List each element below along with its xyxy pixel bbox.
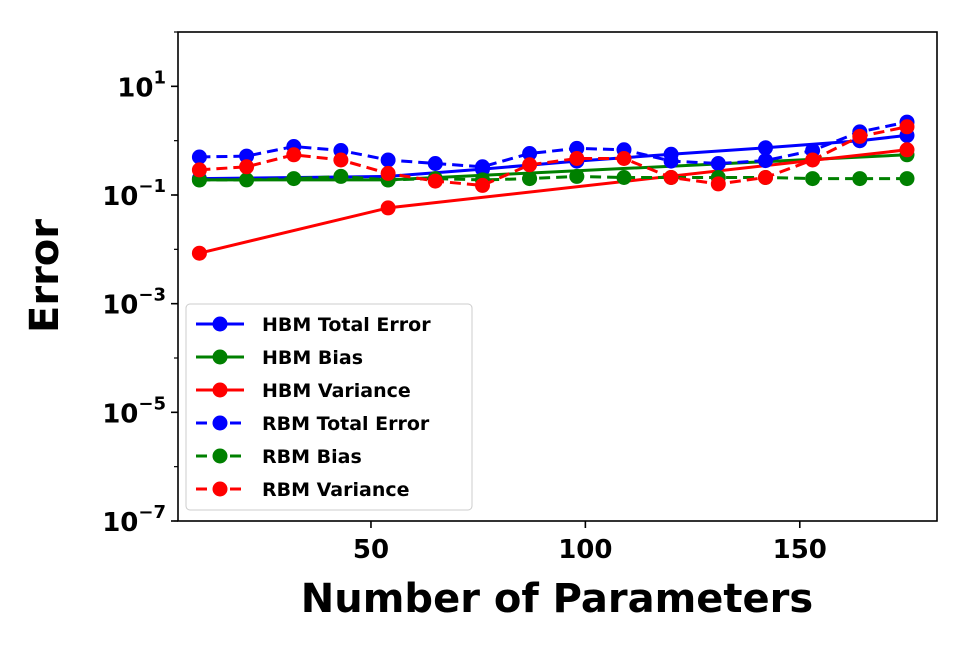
series-layer — [191, 114, 915, 261]
data-point — [616, 151, 632, 166]
data-point — [333, 168, 349, 184]
data-point — [899, 119, 915, 135]
legend-marker — [212, 448, 228, 464]
data-point — [805, 171, 821, 187]
y-tick-label: 10−5 — [102, 393, 166, 429]
legend-entry: HBM Variance — [196, 380, 411, 402]
series-hbm-variance — [191, 142, 915, 261]
series-rbm-variance — [191, 119, 915, 193]
y-tick-label: 10−1 — [102, 176, 166, 212]
data-point — [899, 171, 915, 187]
data-point — [286, 171, 302, 187]
data-point — [899, 142, 915, 158]
y-tick-exponent: 1 — [153, 67, 166, 88]
data-point — [663, 170, 679, 185]
data-point — [569, 151, 585, 166]
data-point — [427, 173, 443, 189]
x-axis-ticks: 50 100 150 — [353, 521, 827, 565]
legend-entry: HBM Bias — [196, 347, 363, 369]
legend-entry: HBM Total Error — [196, 314, 431, 336]
data-point — [852, 171, 868, 187]
legend-label: RBM Variance — [262, 479, 410, 501]
legend-entry: RBM Bias — [196, 446, 362, 468]
legend-marker — [212, 382, 228, 398]
data-point — [852, 128, 868, 144]
data-point — [522, 146, 538, 161]
data-point — [758, 170, 773, 185]
legend-marker — [212, 316, 228, 332]
y-tick-base: 10 — [102, 291, 138, 321]
legend-label: HBM Bias — [262, 347, 363, 369]
x-tick-label: 100 — [558, 535, 612, 565]
data-point — [522, 171, 538, 187]
series-line — [199, 125, 908, 187]
data-point — [663, 153, 679, 169]
y-tick-base: 10 — [102, 182, 138, 212]
legend-label: HBM Variance — [262, 380, 411, 402]
y-tick-exponent: −5 — [138, 393, 166, 414]
data-point — [191, 162, 207, 178]
y-tick-exponent: −3 — [138, 285, 166, 306]
legend-entry: RBM Variance — [196, 479, 410, 501]
y-tick-label: 101 — [117, 67, 166, 103]
data-point — [380, 165, 396, 181]
legend-marker — [212, 481, 228, 497]
data-point — [286, 147, 302, 163]
legend-marker — [212, 349, 228, 365]
data-point — [239, 172, 255, 188]
data-point — [758, 153, 773, 169]
data-point — [380, 200, 396, 216]
data-point — [333, 152, 349, 168]
legend-label: RBM Total Error — [262, 413, 430, 435]
y-tick-exponent: −1 — [138, 176, 166, 197]
x-tick-label: 50 — [353, 535, 389, 565]
y-tick-exponent: −7 — [138, 502, 166, 523]
data-point — [616, 170, 632, 185]
data-point — [475, 177, 490, 193]
y-tick-base: 10 — [117, 73, 153, 103]
data-point — [710, 176, 726, 192]
data-point — [569, 168, 585, 184]
legend-entry: RBM Total Error — [196, 413, 430, 435]
y-tick-base: 10 — [102, 399, 138, 429]
y-axis-title: Error — [22, 219, 68, 333]
series-line — [199, 120, 908, 169]
data-point — [805, 152, 821, 168]
data-point — [758, 140, 773, 156]
legend-label: HBM Total Error — [262, 314, 431, 336]
x-axis-title: Number of Parameters — [301, 576, 813, 622]
data-point — [239, 148, 255, 164]
y-tick-label: 10−7 — [102, 502, 166, 538]
data-point — [427, 156, 443, 171]
data-point — [191, 149, 207, 165]
y-tick-base: 10 — [102, 508, 138, 538]
data-point — [191, 245, 207, 261]
legend-marker — [212, 415, 228, 431]
data-point — [522, 157, 538, 173]
legend-label: RBM Bias — [262, 446, 362, 468]
x-tick-label: 150 — [773, 535, 827, 565]
plot-frame — [177, 31, 938, 522]
y-tick-label: 10−3 — [102, 285, 166, 321]
data-point — [239, 159, 255, 175]
data-point — [475, 159, 490, 175]
data-point — [710, 156, 726, 171]
legend-box — [185, 303, 473, 511]
data-point — [380, 152, 396, 168]
legend: HBM Total Error HBM Bias HBM Variance RBM T… — [185, 303, 473, 511]
